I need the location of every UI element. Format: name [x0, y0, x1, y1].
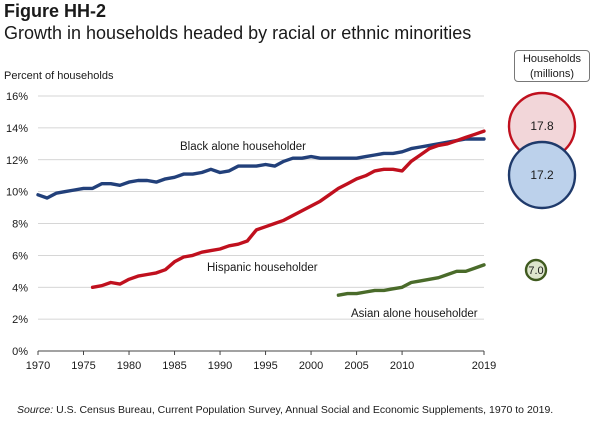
bubble-header-line2: (millions) [530, 68, 574, 80]
x-tick-label: 2010 [390, 360, 414, 372]
figure-title: Growth in households headed by racial or… [4, 23, 472, 43]
figure-label: Figure HH-2 [4, 1, 107, 21]
series-line [36, 137, 486, 200]
bubble-header-line1: Households [522, 53, 582, 65]
x-tick-label: 2019 [472, 360, 496, 372]
x-tick-label: 2000 [299, 360, 323, 372]
x-tick-label: 2005 [344, 360, 368, 372]
y-tick-label: 8% [12, 219, 28, 231]
series-line [90, 129, 486, 289]
x-tick-label: 1990 [208, 360, 232, 372]
y-tick-label: 10% [6, 187, 28, 199]
y-tick-label: 14% [6, 123, 28, 135]
x-tick-label: 1995 [253, 360, 277, 372]
source-note: Source: U.S. Census Bureau, Current Popu… [17, 404, 577, 417]
bubble-value-label: 17.2 [530, 168, 554, 182]
y-tick-label: 0% [12, 346, 28, 358]
x-tick-label: 1985 [162, 360, 186, 372]
bubble-legend-header: Households (millions) [514, 50, 590, 82]
x-tick-label: 1970 [26, 360, 50, 372]
household-bubble [524, 258, 548, 282]
bubble-value-label: 17.8 [530, 119, 554, 133]
x-tick-label: 1975 [71, 360, 95, 372]
source-prefix: Source: [17, 404, 54, 416]
series-annotation: Black alone householder [180, 141, 306, 153]
series-line [336, 263, 486, 297]
y-tick-label: 12% [6, 155, 28, 167]
y-tick-label: 16% [6, 91, 28, 103]
y-tick-label: 4% [12, 282, 28, 294]
x-tick-label: 1980 [117, 360, 141, 372]
y-tick-label: 6% [12, 250, 28, 262]
y-tick-label: 2% [12, 314, 28, 326]
series-annotation: Asian alone householder [351, 308, 478, 320]
series-annotation: Hispanic householder [207, 262, 318, 274]
source-text: U.S. Census Bureau, Current Population S… [56, 404, 554, 416]
y-axis-label: Percent of households [4, 70, 114, 82]
line-chart: 0% 2% 4% 6% 8% 10% 12% 14% 16% 1970 1975 1980 1985 19… [6, 91, 577, 372]
household-bubble [507, 140, 577, 210]
bubble-value-label: 7.0 [528, 265, 543, 277]
